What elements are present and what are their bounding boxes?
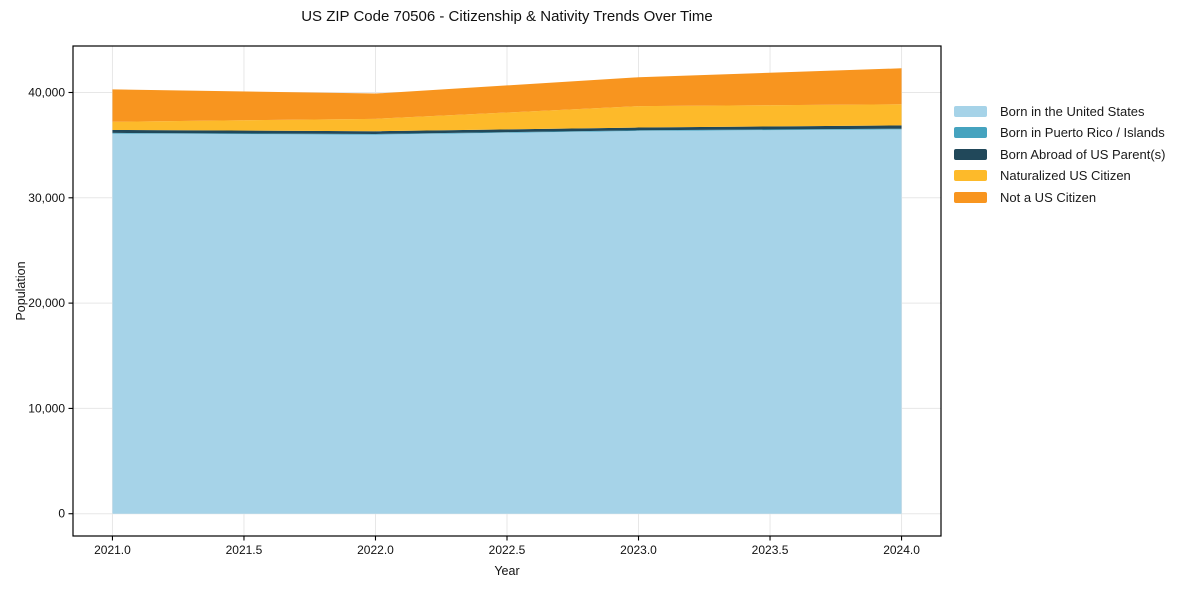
legend-label: Not a US Citizen [1000,189,1097,205]
legend-swatch [954,170,987,181]
legend-label: Born in Puerto Rico / Islands [1000,125,1165,140]
x-tick-label: 2021.5 [226,543,263,557]
legend-swatch [954,191,987,203]
legend: Born in the United States Born in Puerto … [954,104,1165,212]
y-tick-label: 30,000 [28,191,65,205]
x-axis-label: Year [494,564,520,578]
legend-item: Born Abroad of US Parent(s) [954,146,1166,162]
y-tick-label: 40,000 [28,85,65,99]
legend-item: Born in the United States [954,103,1165,119]
x-tick-label: 2023.0 [620,543,657,557]
area-series [112,104,902,132]
y-tick-label: 0 [58,507,65,521]
area-series [112,68,902,122]
area-series [112,129,902,514]
y-tick-label: 20,000 [28,296,65,310]
x-tick-label: 2021.0 [94,543,131,557]
legend-item: Naturalized US Citizen [954,168,1165,183]
x-tick-label: 2022.5 [489,543,526,557]
legend-swatch [954,105,987,117]
x-tick-label: 2024.0 [883,543,920,557]
legend-item: Not a US Citizen [954,189,1165,205]
legend-item: Born in Puerto Rico / Islands [954,125,1165,140]
area-series [112,125,902,134]
legend-swatch [954,127,987,138]
area-series [112,128,902,135]
chart-title: US ZIP Code 70506 - Citizenship & Nativi… [301,8,713,25]
x-tick-label: 2023.5 [752,543,789,557]
y-axis-label: Population [14,261,28,321]
x-tick-label: 2022.0 [357,543,394,557]
legend-label: Naturalized US Citizen [1000,168,1131,183]
legend-label: Born Abroad of US Parent(s) [1000,146,1166,162]
legend-swatch [954,148,987,160]
y-tick-label: 10,000 [28,401,65,415]
legend-label: Born in the United States [1000,103,1145,119]
